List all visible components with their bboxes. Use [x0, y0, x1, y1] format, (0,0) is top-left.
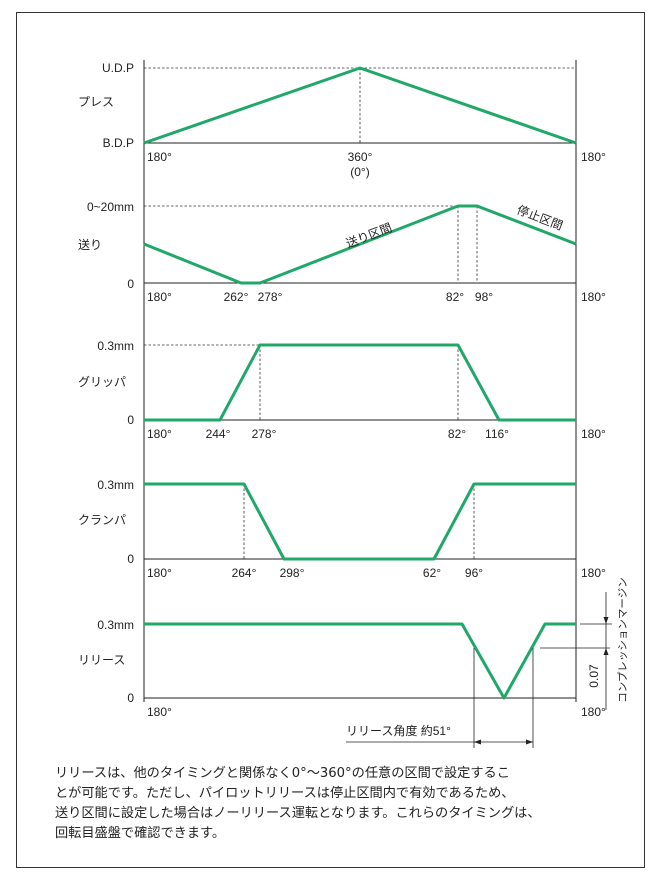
clamp-label: クランパ [78, 513, 126, 527]
release-panel: 0.3mm リリース 0 180° 180° リリース角度 約51° 0.07 … [78, 577, 629, 748]
press-x-label: 180° [581, 150, 606, 164]
clamp-x-label: 298° [280, 566, 305, 580]
feed-x-label: 180° [147, 290, 172, 304]
gripper-curve [144, 343, 576, 422]
press-x-label: (0°) [350, 165, 369, 179]
feed-y-bottom-label: 0 [127, 277, 134, 291]
press-y-bottom-label: B.D.P [103, 136, 134, 150]
feed-x-label: 82° [446, 290, 464, 304]
feed-panel: 0~20mm 送り 0 送り区間 停止区間 180° 262° 278° 82°… [78, 200, 606, 304]
gripper-x-label: 116° [485, 427, 509, 441]
feed-x-label: 180° [581, 290, 606, 304]
gripper-y-top-label: 0.3mm [97, 339, 134, 353]
release-curve [144, 622, 576, 700]
press-label: プレス [78, 95, 114, 109]
gripper-x-label: 278° [252, 427, 277, 441]
press-curve [143, 66, 577, 145]
gripper-x-label: 244° [206, 427, 231, 441]
press-y-top-label: U.D.P [102, 61, 134, 75]
clamp-y-top-label: 0.3mm [97, 478, 134, 492]
clamp-x-label: 264° [232, 566, 257, 580]
diagram-frame [16, 12, 645, 868]
note-line: とが可能です。ただし、パイロットリリースは停止区間内で有効であるため、 [55, 786, 515, 801]
clamp-curve [144, 482, 576, 561]
clamp-x-label: 180° [581, 566, 606, 580]
release-y-top-label: 0.3mm [97, 618, 134, 632]
release-y-bottom-label: 0 [127, 691, 134, 705]
stop-section-label: 停止区間 [515, 202, 565, 233]
feed-x-label: 262° [224, 290, 249, 304]
arrowhead [603, 648, 609, 655]
clamp-panel: 0.3mm クランパ 0 180° 264° 298° 62° 96° 180° [78, 478, 606, 580]
arrowhead [603, 617, 609, 624]
feed-y-top-label: 0~20mm [87, 200, 134, 214]
release-x-label: 180° [147, 705, 172, 719]
press-x-label: 180° [147, 150, 172, 164]
note-line: 送り区間に設定した場合はノーリリース運転となります。これらのタイミングは、 [55, 806, 541, 821]
gripper-panel: 0.3mm グリッパ 0 180° 244° 278° 82° 116° 180… [78, 339, 606, 441]
gripper-x-label: 82° [448, 427, 466, 441]
feed-section-label: 送り区間 [344, 220, 394, 251]
arrowhead [474, 739, 481, 745]
clamp-y-bottom-label: 0 [127, 552, 134, 566]
clamp-x-label: 62° [423, 566, 441, 580]
press-x-label: 360° [348, 150, 373, 164]
feed-x-label: 278° [258, 290, 283, 304]
margin-value: 0.07 [587, 664, 601, 688]
gripper-x-label: 180° [581, 427, 606, 441]
press-panel: U.D.P プレス B.D.P 180° 360° (0°) 180° [78, 61, 606, 179]
release-angle-label: リリース角度 約51° [346, 723, 451, 738]
gripper-y-bottom-label: 0 [127, 413, 134, 427]
feed-curve [143, 204, 577, 285]
note-line: リリースは、他のタイミングと関係なく0°〜360°の任意の区間で設定するこ [55, 766, 510, 781]
feed-x-label: 98° [475, 290, 493, 304]
clamp-x-label: 96° [465, 566, 483, 580]
clamp-x-label: 180° [147, 566, 172, 580]
explanation-note: リリースは、他のタイミングと関係なく0°〜360°の任意の区間で設定するこ とが… [55, 764, 635, 844]
arrowhead [526, 739, 533, 745]
note-line: 回転目盛盤で確認できます。 [55, 826, 226, 841]
compression-margin-label: コンプレッションマージン [617, 577, 629, 702]
gripper-label: グリッパ [78, 375, 126, 389]
release-x-label: 180° [581, 705, 606, 719]
release-label: リリース [78, 653, 125, 667]
gripper-x-label: 180° [147, 427, 172, 441]
feed-label: 送り [78, 237, 102, 252]
